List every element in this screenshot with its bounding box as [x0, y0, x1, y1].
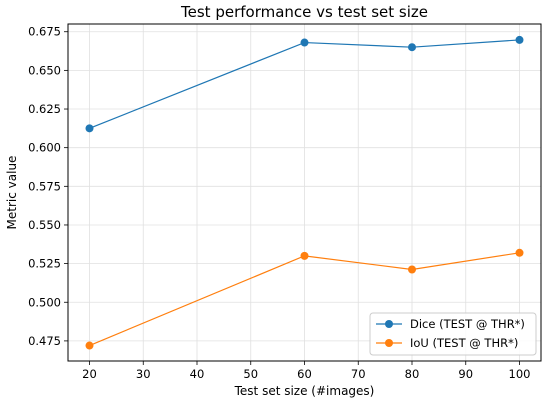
- legend-label: IoU (TEST @ THR*): [410, 336, 518, 350]
- y-tick-label: 0.575: [28, 179, 61, 193]
- y-tick-label: 0.625: [28, 102, 61, 116]
- y-ticks: 0.475 0.500 0.525 0.550 0.575 0.600 0.625 0.650…: [28, 25, 68, 348]
- gridlines: [68, 24, 541, 361]
- data-point: [408, 43, 416, 52]
- y-axis-label: Metric value: [5, 156, 19, 230]
- legend-box: [369, 312, 537, 356]
- legend: Dice (TEST @ THR*) IoU (TEST @ THR*): [369, 312, 537, 356]
- x-tick-label: 80: [405, 367, 420, 381]
- legend-marker: [385, 339, 393, 347]
- data-point: [515, 35, 524, 44]
- data-point: [408, 265, 416, 274]
- data-point: [300, 251, 309, 260]
- series-layer: [85, 35, 524, 350]
- x-tick-label: 30: [136, 367, 151, 381]
- data-point: [85, 124, 94, 133]
- y-tick-label: 0.650: [28, 63, 61, 77]
- x-tick-label: 20: [82, 367, 97, 381]
- x-tick-label: 70: [351, 367, 366, 381]
- y-tick-label: 0.475: [28, 334, 61, 348]
- series-line-1: [89, 252, 520, 347]
- legend-label: Dice (TEST @ THR*): [410, 317, 525, 331]
- x-tick-label: 90: [458, 367, 473, 381]
- legend-marker: [385, 320, 393, 328]
- x-ticks: 20 30 40 50 60 70 80 90 100: [82, 361, 530, 381]
- y-tick-label: 0.600: [28, 141, 61, 155]
- x-tick-label: 60: [297, 367, 312, 381]
- x-tick-label: 50: [243, 367, 258, 381]
- data-point: [85, 341, 94, 350]
- chart-title: Test performance vs test set size: [180, 3, 428, 21]
- y-tick-label: 0.675: [28, 25, 61, 39]
- data-point: [300, 38, 309, 47]
- x-tick-label: 100: [509, 367, 531, 381]
- x-axis-label: Test set size (#images): [234, 384, 375, 398]
- data-point: [515, 248, 524, 257]
- y-tick-label: 0.500: [28, 295, 61, 309]
- y-tick-label: 0.525: [28, 257, 61, 271]
- x-tick-label: 40: [190, 367, 205, 381]
- series-line-0: [89, 39, 520, 129]
- y-tick-label: 0.550: [28, 218, 61, 232]
